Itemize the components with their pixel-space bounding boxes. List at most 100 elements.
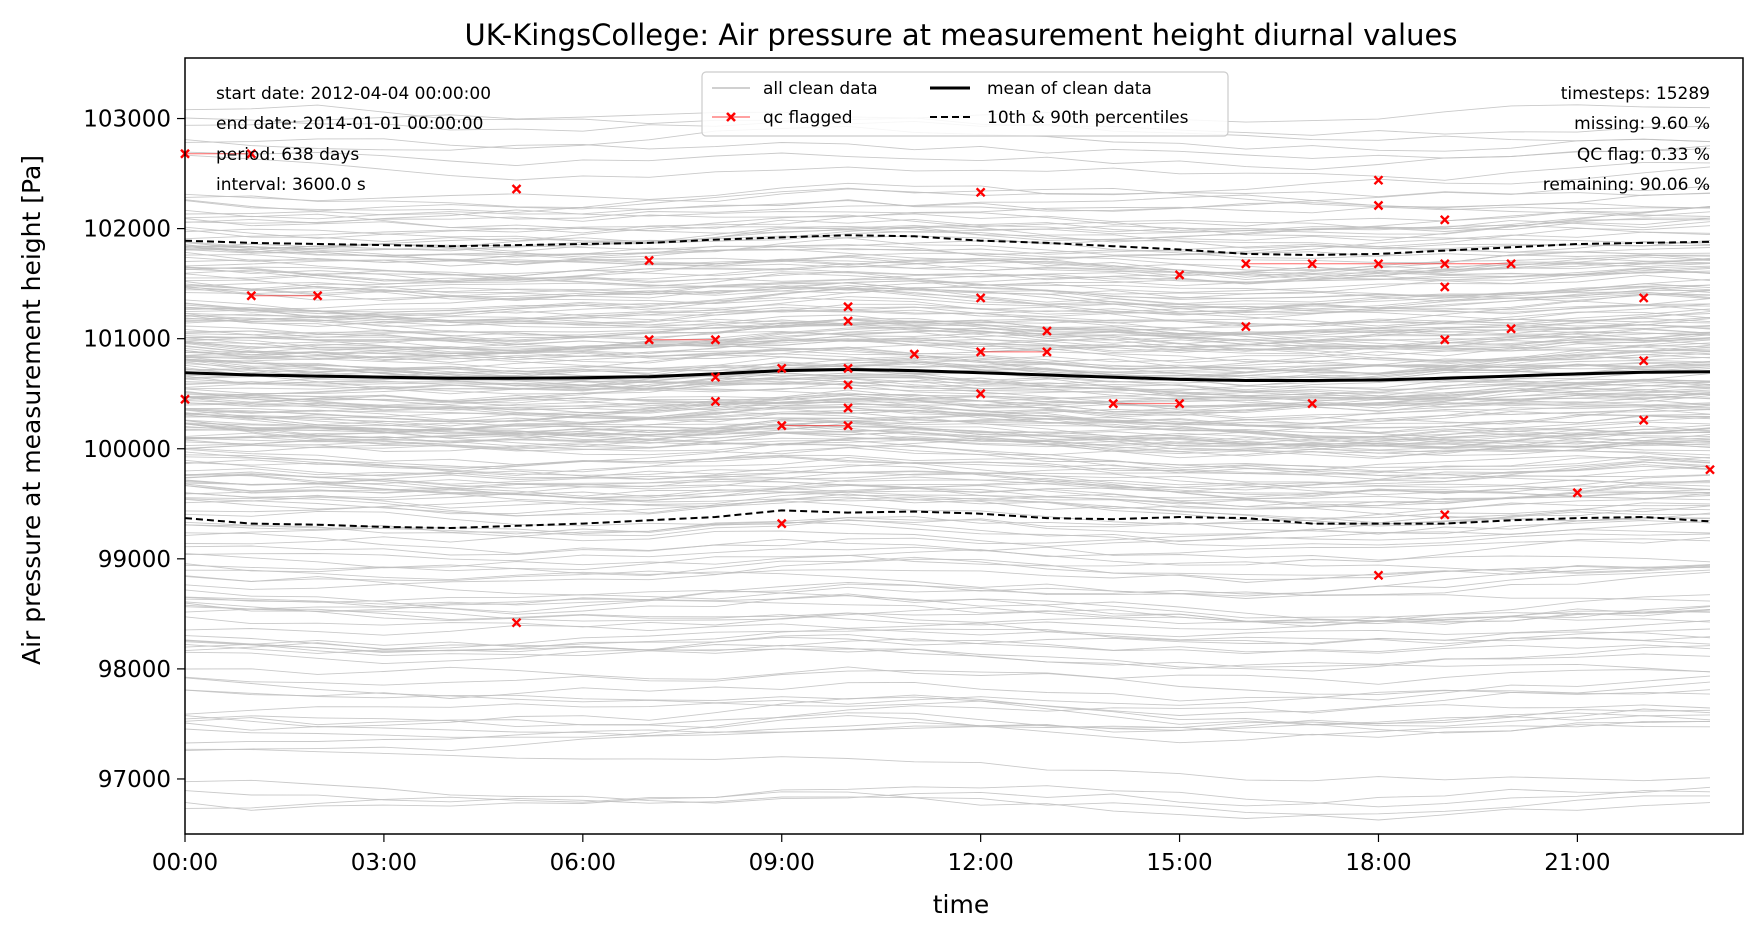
qc-flagged-point [1439,258,1450,269]
qc-flagged-point [511,617,522,628]
clean-data-line [184,210,1711,233]
legend-label-all-clean: all clean data [763,79,878,99]
clean-data-line [184,318,1711,341]
clean-data-line [184,200,1711,220]
clean-data-line [184,554,1711,574]
clean-data-line [184,359,1711,393]
clean-data-line [184,352,1711,378]
x-tick-label: 18:00 [1345,850,1411,876]
clean-data-line [184,722,1711,744]
clean-data-line [184,473,1711,510]
clean-data-line [184,620,1711,638]
clean-data-line [184,378,1711,404]
qc-flagged-point [776,420,787,431]
clean-data-line [184,348,1711,364]
y-axis-label: Air pressure at measurement height [Pa] [17,155,46,665]
x-tick-label: 21:00 [1544,850,1610,876]
clean-data-line [184,696,1711,728]
x-axis-label: time [933,890,989,919]
qc-flagged-point [843,363,853,374]
plot-frame [184,57,1744,835]
info-timesteps: timesteps: 15289 [1561,84,1710,104]
legend-label-percentiles: 10th & 90th percentiles [987,108,1189,128]
qc-flagged-point [1174,398,1185,409]
qc-flagged-point [1042,347,1052,357]
clean-data-line [184,337,1711,359]
clean-data-line [184,351,1711,379]
clean-data-line [184,321,1711,342]
clean-data-line [184,461,1711,495]
clean-data-line [184,494,1711,519]
clean-data-line [184,423,1711,456]
clean-data-line [184,314,1711,341]
clean-data-line [184,595,1711,622]
qc-flagged-point [246,148,257,159]
clean-data-line [184,502,1711,535]
qc-flagged-point [776,363,787,374]
legend-label-mean: mean of clean data [987,79,1152,99]
clean-data-line [184,388,1711,416]
qc-flagged-point [511,184,522,194]
clean-data-line [184,609,1711,628]
clean-data-line [184,303,1711,321]
y-tick-label: 100000 [83,437,171,463]
clean-data-line [184,331,1711,354]
clean-data-line [184,139,1711,159]
clean-data-line [184,283,1711,310]
clean-data-line [184,289,1711,327]
clean-data-line [184,689,1711,716]
clean-data-line [184,256,1711,281]
clean-data-line [184,413,1711,434]
x-tick-label: 09:00 [749,850,815,876]
clean-data-line [184,251,1711,285]
clean-data-line [184,712,1711,744]
clean-data-line [184,675,1711,702]
qc-flagged-point [710,334,721,345]
clean-data-line [184,380,1711,403]
clean-data-line [184,558,1711,590]
info-end-date: end date: 2014-01-01 00:00:00 [216,114,483,134]
clean-data-line [184,347,1711,371]
clean-data-line [184,631,1711,652]
clean-data-line [184,316,1711,353]
clean-data-line [184,669,1711,686]
clean-data-line [184,581,1711,608]
qc-flagged-point [909,349,920,359]
clean-data-line [184,323,1711,349]
y-tick-label: 98000 [98,657,171,683]
clean-data-line [184,192,1711,220]
plot-area [180,104,1715,821]
clean-data-line [184,455,1711,485]
clean-data-line [184,791,1710,815]
clean-data-line [184,689,1711,734]
clean-data-line [184,403,1711,426]
qc-flagged-point [1506,258,1516,269]
clean-data-line [184,628,1711,648]
percentile-10-line [184,509,1711,530]
qc-flagged-point [843,301,853,312]
clean-data-line [184,402,1711,427]
clean-data-line [184,644,1711,673]
clean-data-line [184,364,1711,396]
clean-data-line [184,405,1711,419]
qc-flagged-point [975,187,986,198]
clean-data-line [184,637,1711,655]
clean-data-line [184,569,1711,599]
clean-data-line [184,325,1711,353]
clean-data-line [184,420,1711,448]
qc-flagged-point [843,403,853,413]
qc-flagged-point [1042,326,1052,336]
qc-flagged-point [1174,269,1185,280]
x-axis: 00:00 03:00 06:00 09:00 12:00 15:00 18:00 21:00 [152,834,1611,876]
info-missing: missing: 9.60 % [1574,114,1710,134]
clean-data-line [184,454,1711,473]
clean-data-line [184,415,1711,448]
clean-data-line [184,790,1711,821]
info-qc-flag: QC flag: 0.33 % [1577,145,1710,165]
clean-data-line [184,296,1711,329]
qc-flagged-point [1439,214,1450,225]
clean-data-line [184,411,1711,438]
clean-data-line [184,708,1711,752]
clean-data-line [184,448,1711,480]
clean-data-line [184,608,1711,625]
